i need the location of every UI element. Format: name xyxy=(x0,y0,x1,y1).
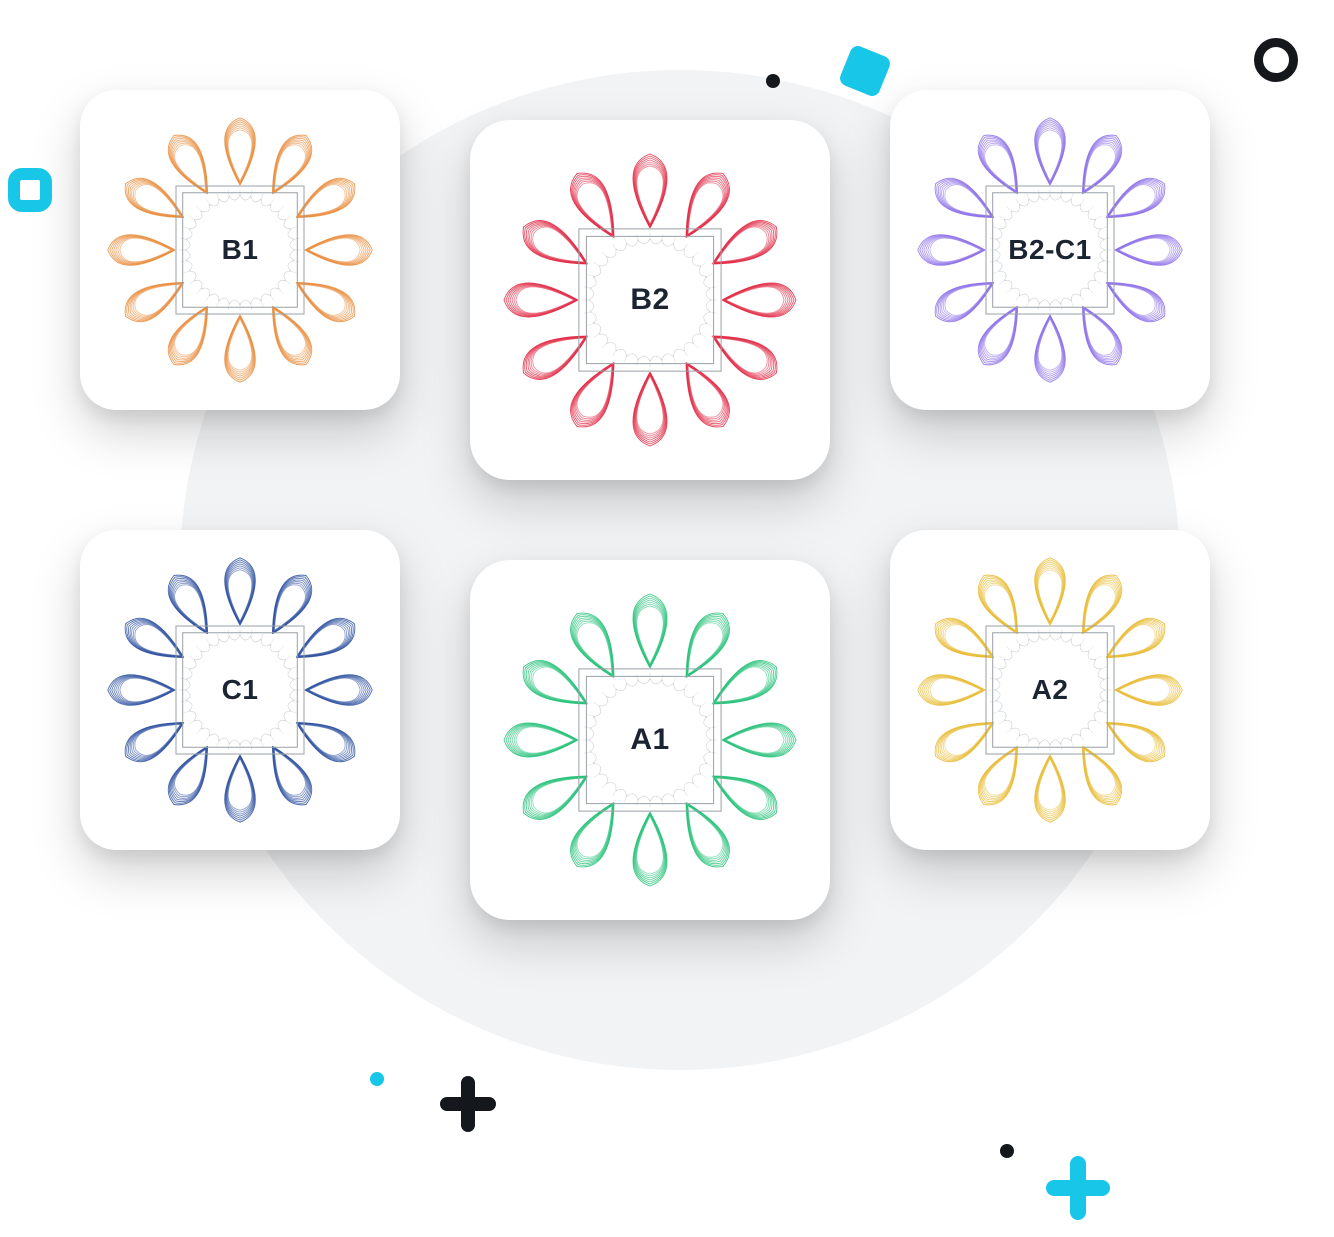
rosette-badge: C1 xyxy=(105,555,375,825)
level-card-a1[interactable]: A1 xyxy=(470,560,830,920)
rosette-badge: B2 xyxy=(500,150,800,450)
level-label: B2-C1 xyxy=(1008,234,1091,266)
decoration-dot_cyan_bl xyxy=(370,1072,384,1086)
decoration-plus_black xyxy=(440,1076,496,1137)
level-card-b2c1[interactable]: B2-C1 xyxy=(890,90,1210,410)
level-card-c1[interactable]: C1 xyxy=(80,530,400,850)
level-label: A2 xyxy=(1032,674,1069,706)
decoration-diamond_cyan xyxy=(838,44,893,99)
level-label: C1 xyxy=(222,674,259,706)
level-label: B1 xyxy=(222,234,259,266)
decoration-plus_cyan xyxy=(1046,1156,1110,1225)
level-card-b1[interactable]: B1 xyxy=(80,90,400,410)
level-card-b2[interactable]: B2 xyxy=(470,120,830,480)
rosette-badge: B1 xyxy=(105,115,375,385)
decoration-dot_black_top xyxy=(766,74,780,88)
decoration-rounded_sq_cyan xyxy=(8,168,52,212)
rosette-badge: B2-C1 xyxy=(915,115,1185,385)
level-card-a2[interactable]: A2 xyxy=(890,530,1210,850)
rosette-badge: A1 xyxy=(500,590,800,890)
decoration-dot_black_br xyxy=(1000,1144,1014,1158)
level-label: B2 xyxy=(630,283,669,317)
decoration-ring_black xyxy=(1254,38,1298,82)
level-label: A1 xyxy=(630,723,669,757)
rosette-badge: A2 xyxy=(915,555,1185,825)
